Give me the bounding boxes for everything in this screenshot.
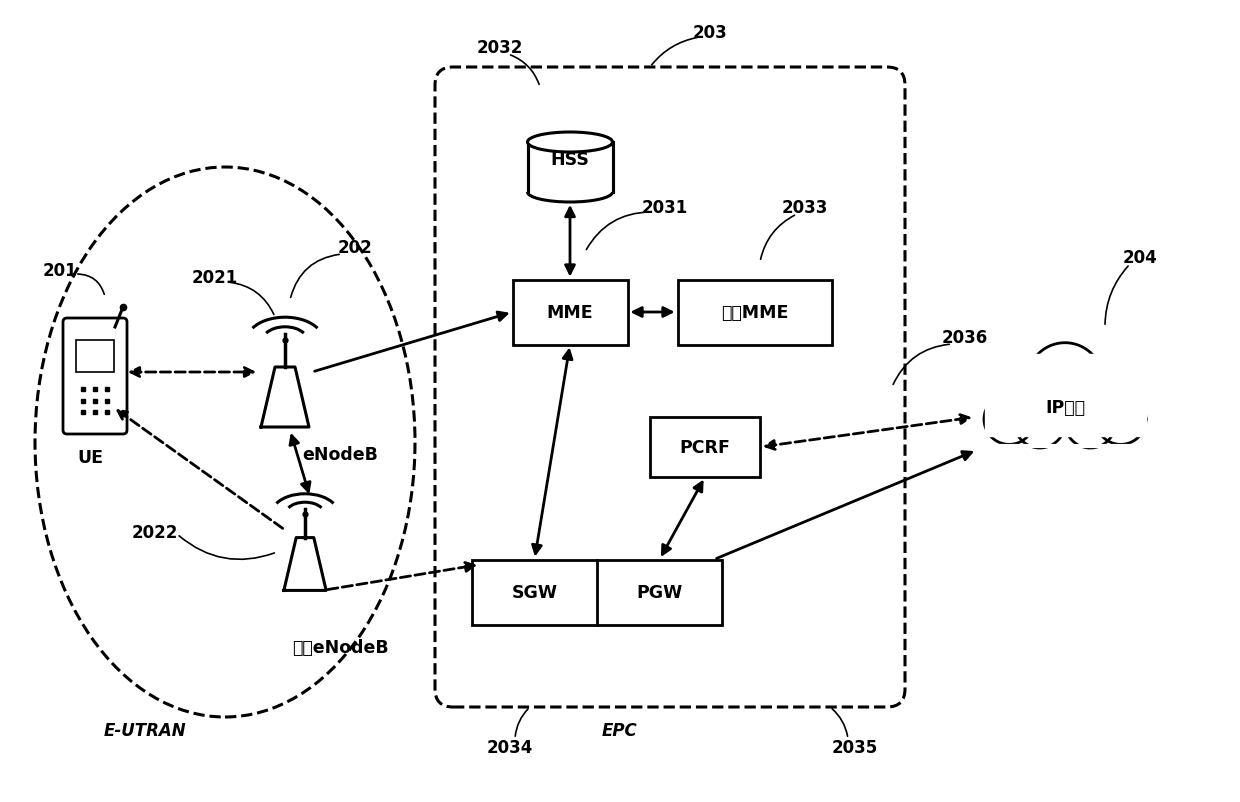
Text: 2021: 2021 [192,269,238,286]
Text: eNodeB: eNodeB [303,445,378,464]
FancyBboxPatch shape [677,280,832,345]
Text: 其它MME: 其它MME [722,304,789,322]
FancyBboxPatch shape [63,318,126,435]
Circle shape [1014,398,1065,448]
Polygon shape [985,354,1146,436]
Text: 2032: 2032 [477,39,523,57]
Text: HSS: HSS [551,151,589,168]
Text: 201: 201 [42,261,77,280]
Text: 2034: 2034 [487,738,533,756]
Ellipse shape [527,133,613,153]
Polygon shape [527,143,613,192]
Text: UE: UE [77,448,103,467]
Circle shape [1027,343,1102,419]
FancyBboxPatch shape [512,280,627,345]
Text: SGW: SGW [511,583,558,602]
Text: 2031: 2031 [642,199,688,217]
Text: 2033: 2033 [781,199,828,217]
Text: EPC: EPC [603,721,637,739]
FancyBboxPatch shape [472,560,722,625]
Circle shape [985,395,1034,445]
Text: IP业务: IP业务 [1045,399,1085,416]
Text: 2022: 2022 [131,524,179,541]
Text: 2036: 2036 [942,329,988,346]
Text: E-UTRAN: E-UTRAN [104,721,186,739]
Text: PGW: PGW [636,583,683,602]
Circle shape [994,367,1054,426]
Polygon shape [260,367,309,427]
Text: PCRF: PCRF [680,439,730,456]
Text: 2035: 2035 [832,738,878,756]
Polygon shape [980,350,1151,444]
FancyBboxPatch shape [76,341,114,373]
Text: 202: 202 [337,239,372,257]
Text: 204: 204 [1122,249,1157,267]
Text: 其它eNodeB: 其它eNodeB [291,638,388,656]
Circle shape [1065,398,1116,448]
Text: 203: 203 [693,24,728,42]
FancyBboxPatch shape [650,418,760,477]
Polygon shape [284,538,326,590]
Text: MME: MME [547,304,593,322]
Circle shape [1096,395,1146,445]
Circle shape [1076,367,1135,426]
